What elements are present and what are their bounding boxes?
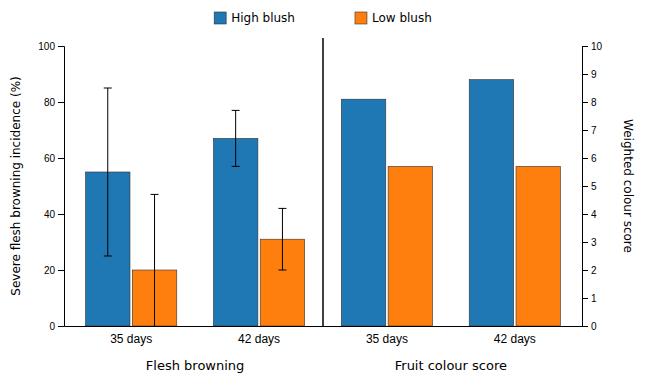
y2-tick-label: 4 [591,209,597,220]
y2-tick: 1 [582,293,597,304]
y2-tick: 8 [582,97,597,108]
section-label: Fruit colour score [395,358,507,373]
y2-tick-label: 3 [591,237,597,248]
y2-tick: 10 [582,41,603,52]
error-bar-line [232,110,240,166]
error-bar-line [104,88,112,256]
y2-tick-mark [582,158,588,159]
bar [469,80,513,326]
y-tick-mark [58,46,64,47]
y-tick-mark [58,214,64,215]
y-axis: 0 20 40 60 80 100 [38,41,64,332]
x-tick-label: 42 days [238,332,280,346]
x-tick: 35 days [366,332,408,346]
y-axis-title: Severe flesh browning incidence (%) [9,76,23,295]
x-tick-label: 35 days [366,332,408,346]
legend-label: Low blush [372,11,432,25]
y-tick-label: 20 [44,265,56,276]
y-tick: 60 [44,153,64,164]
error-bar [151,194,159,326]
x-axis: 35 days 42 days 35 days 42 days [65,327,583,346]
error-bar-line [278,208,286,270]
y2-tick-mark [582,130,588,131]
y2-tick-mark [582,102,588,103]
y2-tick: 7 [582,125,597,136]
bar [341,99,385,326]
y2-tick: 4 [582,209,597,220]
legend-label: High blush [231,11,295,25]
y2-tick-mark [582,242,588,243]
section-label: Flesh browning [146,358,244,373]
y2-tick-label: 8 [591,97,597,108]
legend-swatch [214,12,226,24]
y-tick-mark [58,102,64,103]
plot: 02040608010001234567891035 days42 days35… [9,38,635,373]
y-tick-label: 80 [44,97,56,108]
y2-tick: 3 [582,237,597,248]
y2-tick-mark [582,326,588,327]
y-tick-label: 60 [44,153,56,164]
y-tick-label: 100 [38,41,55,52]
y-tick-mark [58,158,64,159]
error-bar-line [151,194,159,326]
x-axis-line [65,326,583,327]
y-tick: 0 [49,321,64,332]
legend-item: Low blush [355,11,432,25]
y2-axis-line [583,47,589,327]
y2-tick-label: 5 [591,181,597,192]
y2-tick-label: 2 [591,265,597,276]
bar [516,166,560,326]
y2-tick-mark [582,298,588,299]
y2-tick: 0 [582,321,597,332]
y2-tick: 6 [582,153,597,164]
y2-tick: 9 [582,69,597,80]
y-tick: 80 [44,97,64,108]
error-bar [278,208,286,270]
y2-tick-mark [582,214,588,215]
y-tick: 40 [44,209,64,220]
legend-item: High blush [214,11,295,25]
y-tick-label: 0 [49,321,55,332]
y-axis-line [58,47,65,327]
y2-tick-label: 0 [591,321,597,332]
y2-tick-label: 6 [591,153,597,164]
series [132,166,560,326]
y-tick: 100 [38,41,64,52]
x-tick: 42 days [238,332,280,346]
x-tick: 42 days [494,332,536,346]
bar [388,166,432,326]
legend-swatch [355,12,367,24]
y2-tick: 2 [582,265,597,276]
y-tick-label: 40 [44,209,56,220]
error-bar [104,88,112,256]
error-bar [232,110,240,166]
y2-axis-title: Weighted colour score [621,119,635,253]
chart: 02040608010001234567891035 days42 days35… [0,0,646,388]
y2-axis: 0 1 2 3 4 5 6 7 8 9 10 [582,41,603,332]
y2-tick-mark [582,74,588,75]
x-tick-label: 35 days [110,332,152,346]
y-tick: 20 [44,265,64,276]
y2-tick-label: 9 [591,69,597,80]
series [86,80,514,326]
y2-tick-mark [582,46,588,47]
y2-tick-mark [582,186,588,187]
x-tick: 35 days [110,332,152,346]
y2-tick: 5 [582,181,597,192]
y2-tick-label: 7 [591,125,597,136]
y2-tick-mark [582,270,588,271]
y-tick-mark [58,326,64,327]
y2-tick-label: 1 [591,293,597,304]
divider [322,38,324,326]
y-tick-mark [58,270,64,271]
y2-tick-label: 10 [591,41,603,52]
x-tick-label: 42 days [494,332,536,346]
legend: High blush Low blush [214,11,432,25]
